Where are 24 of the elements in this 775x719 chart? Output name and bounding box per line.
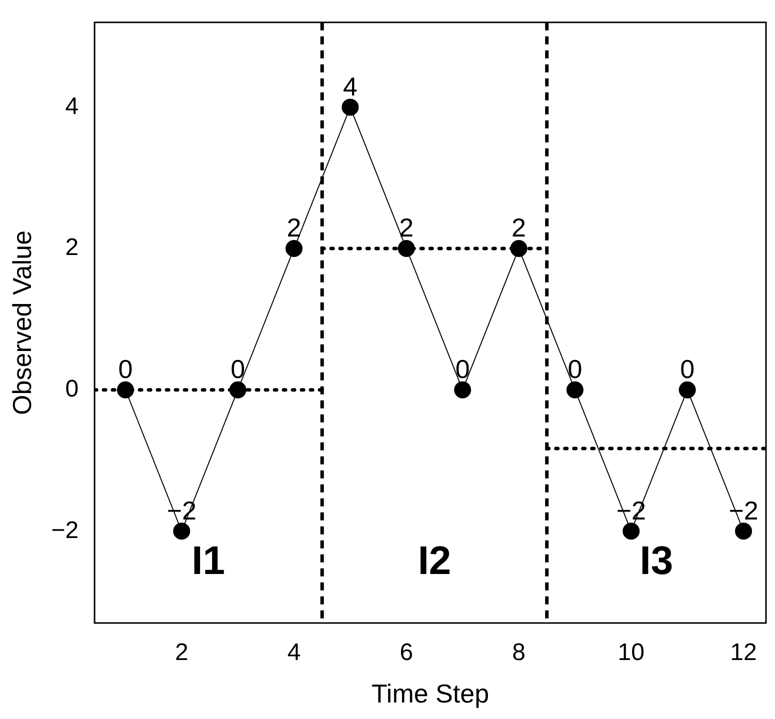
data-label: 0 bbox=[568, 354, 582, 384]
x-tick-label: 10 bbox=[618, 639, 644, 666]
data-label: 0 bbox=[455, 354, 470, 384]
data-label: 2 bbox=[286, 212, 302, 243]
x-axis-title: Time Step bbox=[372, 678, 490, 709]
data-label: 0 bbox=[118, 354, 133, 384]
y-tick-label: 4 bbox=[65, 92, 79, 120]
data-label: 2 bbox=[399, 212, 414, 243]
y-tick-label: 2 bbox=[65, 234, 79, 262]
annotation: I3 bbox=[640, 539, 674, 584]
y-axis-title: Observed Value bbox=[6, 230, 37, 415]
data-label: 4 bbox=[342, 71, 358, 102]
y-tick-label: 0 bbox=[65, 375, 79, 402]
x-tick-label: 4 bbox=[287, 639, 301, 666]
x-tick-label: 2 bbox=[174, 639, 188, 666]
data-label: 0 bbox=[680, 354, 695, 384]
data-label: 0 bbox=[230, 354, 246, 384]
x-tick-label: 6 bbox=[400, 639, 414, 666]
annotation: I2 bbox=[418, 539, 452, 584]
x-tick-label: 8 bbox=[512, 639, 526, 666]
data-label: 2 bbox=[512, 212, 526, 243]
annotation: I1 bbox=[192, 539, 226, 584]
x-tick-label: 12 bbox=[730, 639, 757, 666]
y-tick-label: −2 bbox=[51, 516, 79, 544]
